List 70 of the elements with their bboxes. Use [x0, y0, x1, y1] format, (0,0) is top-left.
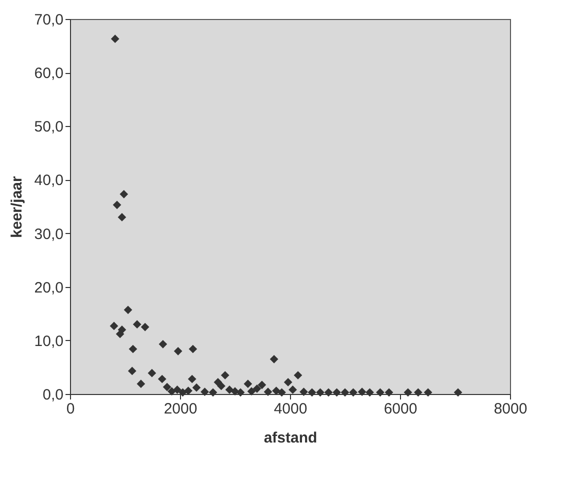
point — [284, 378, 292, 386]
point — [188, 344, 198, 354]
point — [136, 380, 146, 388]
point — [366, 388, 374, 397]
point — [247, 387, 256, 396]
point — [264, 388, 272, 396]
point — [324, 388, 333, 397]
point — [294, 371, 302, 380]
point — [110, 322, 118, 330]
point — [376, 388, 384, 397]
point — [128, 344, 138, 354]
point — [404, 388, 412, 397]
x-tick-label: 6000 — [384, 400, 418, 418]
point — [278, 388, 286, 397]
y-tick-label: 30,0 — [34, 226, 64, 243]
point — [173, 386, 182, 394]
x-tick-label: 0 — [66, 400, 75, 418]
point — [158, 374, 166, 384]
point — [192, 383, 201, 392]
point — [184, 386, 192, 395]
point — [340, 388, 350, 397]
x-tick-label: 8000 — [494, 400, 528, 418]
y-tick-label: 70,0 — [34, 12, 64, 28]
point — [162, 382, 172, 392]
y-tick-label: 40,0 — [34, 172, 64, 190]
point — [414, 388, 422, 397]
x-tick-label: 2000 — [164, 400, 198, 418]
point — [236, 388, 245, 397]
point — [272, 386, 280, 395]
point — [178, 388, 187, 397]
point — [252, 384, 262, 393]
point — [424, 388, 432, 397]
point — [132, 320, 142, 329]
point — [148, 368, 156, 378]
point — [332, 388, 341, 397]
point — [158, 340, 168, 348]
point — [217, 382, 226, 390]
point — [258, 380, 266, 390]
x-tick-label: 4000 — [274, 400, 308, 418]
point — [220, 371, 230, 380]
point — [120, 190, 128, 198]
point — [118, 213, 126, 222]
point — [230, 387, 240, 396]
point — [110, 34, 120, 44]
point — [208, 388, 218, 397]
point — [288, 386, 297, 394]
y-tick-label: 50,0 — [34, 118, 64, 136]
point — [168, 387, 176, 396]
point — [200, 388, 209, 396]
point — [349, 388, 358, 397]
y-tick-label: 10,0 — [34, 332, 64, 350]
y-tick-label: 60,0 — [34, 65, 64, 82]
point — [244, 380, 252, 388]
point — [308, 388, 316, 397]
point — [128, 366, 136, 376]
point — [112, 200, 122, 210]
point — [384, 388, 394, 397]
point — [454, 388, 462, 397]
y-axis-title: keer/jaar — [8, 176, 26, 238]
y-tick-label: 20,0 — [34, 279, 64, 296]
point — [174, 346, 182, 356]
y-tick-label: 0,0 — [42, 386, 64, 404]
point — [358, 388, 366, 396]
x-axis-title: afstand — [264, 430, 318, 446]
point — [300, 388, 308, 396]
point — [270, 354, 278, 364]
point — [188, 374, 196, 384]
point — [140, 322, 150, 332]
point — [316, 388, 324, 397]
point — [124, 306, 132, 314]
